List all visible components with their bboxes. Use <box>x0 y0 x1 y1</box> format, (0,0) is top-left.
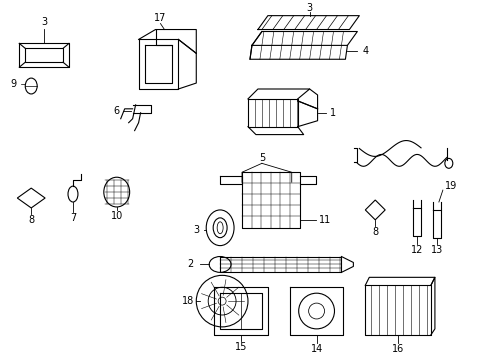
Text: 13: 13 <box>430 244 442 255</box>
Text: 3: 3 <box>41 17 47 27</box>
Circle shape <box>308 303 324 319</box>
Ellipse shape <box>213 218 226 238</box>
Text: 6: 6 <box>113 106 120 116</box>
Text: 9: 9 <box>10 79 17 89</box>
Text: 8: 8 <box>28 215 34 225</box>
Text: 18: 18 <box>182 296 194 306</box>
Text: 15: 15 <box>234 342 247 352</box>
Circle shape <box>218 297 225 305</box>
Text: 2: 2 <box>187 260 193 269</box>
Text: 17: 17 <box>154 13 166 23</box>
Polygon shape <box>17 188 45 208</box>
Ellipse shape <box>209 257 231 273</box>
Text: 12: 12 <box>410 244 422 255</box>
Ellipse shape <box>25 78 37 94</box>
Text: 3: 3 <box>306 3 312 13</box>
Text: 4: 4 <box>362 46 367 56</box>
Circle shape <box>196 275 247 327</box>
Text: 14: 14 <box>310 344 322 354</box>
Text: 8: 8 <box>371 227 378 237</box>
Text: 19: 19 <box>444 181 456 191</box>
Ellipse shape <box>206 210 234 246</box>
Polygon shape <box>365 200 385 220</box>
Text: 1: 1 <box>330 108 336 118</box>
Text: 10: 10 <box>110 211 122 221</box>
Text: 3: 3 <box>193 225 199 235</box>
Ellipse shape <box>444 158 452 168</box>
Ellipse shape <box>68 186 78 202</box>
Text: 16: 16 <box>391 344 404 354</box>
Circle shape <box>298 293 334 329</box>
Text: 5: 5 <box>258 153 264 163</box>
Ellipse shape <box>103 177 129 207</box>
Circle shape <box>208 287 236 315</box>
Text: 11: 11 <box>319 215 331 225</box>
Text: 7: 7 <box>70 213 76 223</box>
Ellipse shape <box>217 222 223 234</box>
